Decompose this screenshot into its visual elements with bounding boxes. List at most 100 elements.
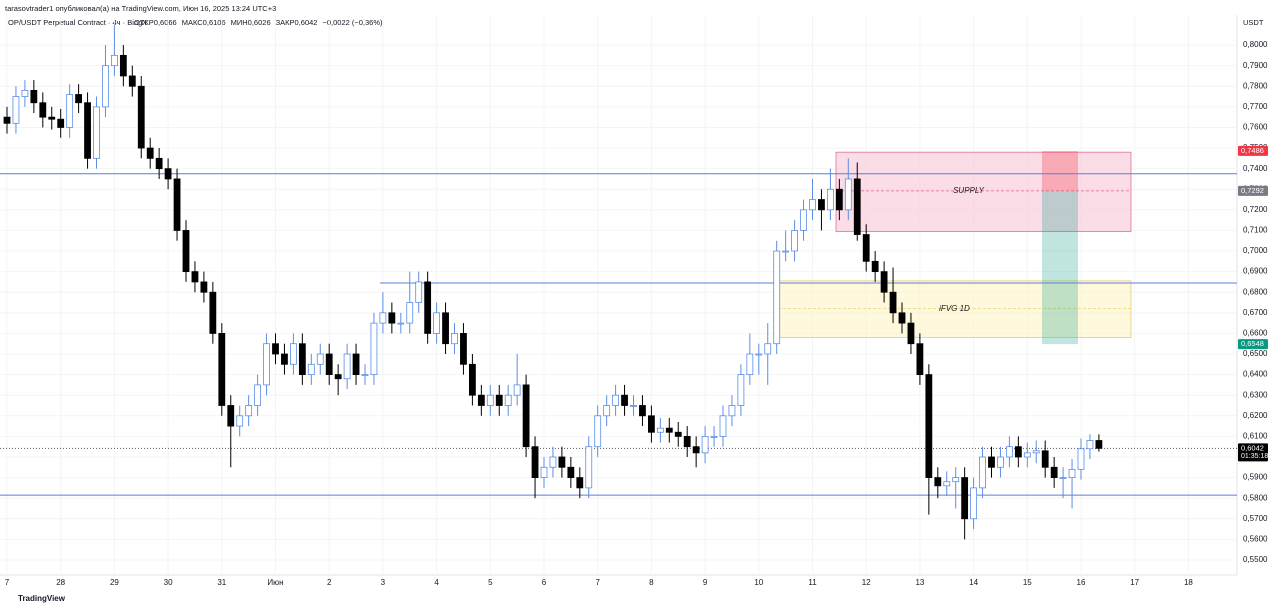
x-tick-label: 12 [862, 578, 871, 587]
y-tick-label: 0,6200 [1243, 411, 1268, 420]
price-badge-label: 0,7292 [1241, 186, 1264, 195]
candle-body [128, 75, 136, 87]
x-tick-label: 6 [542, 578, 547, 587]
candle-body [943, 481, 951, 487]
candle-body [155, 157, 163, 170]
candle-body [513, 384, 521, 396]
candle-body [1068, 468, 1076, 478]
candle-body [254, 384, 262, 406]
candle-body [594, 415, 602, 448]
candle-body [1041, 450, 1049, 468]
candle-body [719, 415, 727, 437]
candle-body [674, 431, 682, 437]
y-tick-label: 0,6900 [1243, 267, 1268, 276]
price-badge-label: 0,6548 [1241, 339, 1264, 348]
candle-body [1086, 440, 1094, 450]
candle-body [737, 374, 745, 406]
candle-body [66, 94, 74, 128]
candle-body [961, 477, 969, 520]
candle-body [200, 281, 208, 293]
price-badge [1238, 145, 1268, 156]
x-tick-label: 3 [381, 578, 386, 587]
published: tarasovtrader1 опубликовал(а) на Trading… [5, 4, 276, 13]
candle-body [12, 96, 20, 124]
price-badge-label: 0,6042 [1241, 443, 1264, 452]
stop-area [1042, 150, 1078, 191]
x-tick-label: 15 [1023, 578, 1032, 587]
candle-body [379, 312, 387, 324]
candle-body [111, 54, 118, 67]
y-tick-label: 0,5800 [1243, 493, 1268, 502]
x-tick-label: 28 [56, 578, 65, 587]
y-tick-label: 0,7200 [1243, 205, 1268, 214]
candle-body [907, 322, 915, 345]
candle-body [549, 456, 557, 468]
y-tick-label: 0,6400 [1243, 370, 1268, 379]
candle-body [442, 312, 449, 345]
candle-body [370, 322, 378, 376]
candle-body [343, 353, 351, 380]
candle-body [827, 188, 834, 211]
candle-body [1006, 446, 1013, 458]
candle-body [30, 89, 38, 104]
y-tick-label: 0,5700 [1243, 514, 1268, 523]
candle-body [227, 405, 235, 427]
candle-body [460, 333, 467, 365]
zone [835, 151, 1132, 232]
y-tick-label: 0,7700 [1243, 102, 1268, 111]
candle-body [1014, 446, 1022, 458]
x-tick-label: 4 [434, 578, 439, 587]
candle-body [898, 312, 906, 324]
candle-body [701, 435, 709, 454]
candle-body [979, 456, 986, 489]
candle-body [522, 384, 530, 448]
x-tick-label: 14 [969, 578, 978, 587]
candle-body [764, 343, 772, 355]
candle-body [486, 394, 494, 406]
x-tick-label: 2 [327, 578, 332, 587]
x-tick-label: 7 [5, 578, 10, 587]
candle-body [388, 312, 396, 324]
currency: USDT [1243, 18, 1264, 27]
candle-body [477, 394, 485, 406]
candle-body [1050, 466, 1058, 478]
candle-body [272, 343, 279, 355]
candle-body [880, 271, 888, 293]
candle-body [656, 427, 664, 433]
candle-body [639, 405, 646, 417]
candle-body [809, 199, 816, 211]
x-tick-label: 16 [1077, 578, 1086, 587]
candle-body [361, 374, 369, 377]
candle-body [3, 116, 11, 124]
y-tick-label: 0,7600 [1243, 123, 1268, 132]
y-tick-label: 0,6300 [1243, 390, 1268, 399]
candle-body [504, 394, 512, 406]
y-tick-label: 0,7900 [1243, 61, 1268, 70]
candle-body [800, 209, 807, 231]
x-tick-label: 30 [164, 578, 173, 587]
candle-body [119, 54, 127, 77]
y-tick-label: 0,6600 [1243, 329, 1268, 338]
candle-body [451, 333, 458, 345]
candle-body [585, 446, 593, 489]
candle-body [630, 405, 637, 407]
candle-body [397, 322, 405, 325]
countdown: 01:35:18 [1241, 453, 1268, 460]
x-tick-label: 10 [754, 578, 763, 587]
x-tick-label: 9 [703, 578, 708, 587]
candle-body [281, 353, 288, 365]
zone-label: iFVG 1D [939, 304, 970, 313]
x-tick-label: Июн [267, 578, 283, 587]
candle-body [871, 260, 879, 273]
price-badge [1238, 443, 1268, 462]
brand: TradingView [18, 594, 66, 603]
candle-body [146, 147, 154, 159]
candle-body [298, 343, 306, 376]
candle-body [1023, 452, 1031, 458]
candle-body [835, 188, 843, 211]
x-tick-label: 17 [1130, 578, 1139, 587]
candle-body [862, 234, 870, 262]
candle-body [710, 435, 718, 438]
ohlc-value: −0,0022 (−0,36%) [322, 18, 383, 27]
